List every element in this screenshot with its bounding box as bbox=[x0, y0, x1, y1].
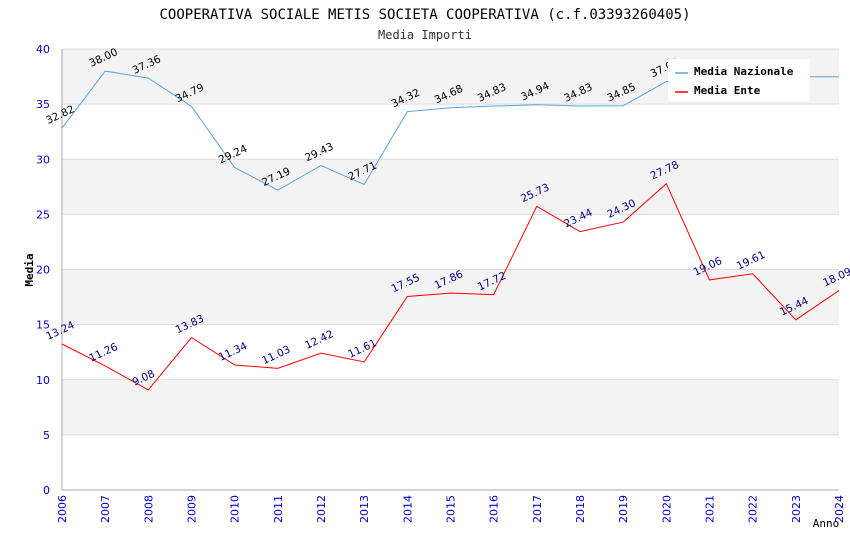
series-lines bbox=[61, 70, 840, 391]
y-tick-25: 25 bbox=[36, 208, 50, 221]
y-tick-15: 15 bbox=[36, 319, 50, 332]
x-tick-2012: 2012 bbox=[315, 495, 328, 523]
y-tick-10: 10 bbox=[36, 374, 50, 387]
y-tick-labels: 0 5 10 15 20 25 30 35 40 bbox=[36, 43, 50, 497]
y-axis-label: Media bbox=[23, 253, 36, 286]
band-25 bbox=[62, 159, 839, 215]
x-tick-2017: 2017 bbox=[531, 495, 544, 523]
x-tick-2015: 2015 bbox=[445, 495, 458, 523]
gridlines bbox=[62, 48, 839, 491]
data-label-media-ente-2022: 19.61 bbox=[735, 249, 767, 273]
x-tick-2018: 2018 bbox=[574, 495, 587, 523]
y-tick-5: 5 bbox=[43, 429, 50, 442]
chart-subtitle: Media Importi bbox=[378, 28, 472, 42]
data-label-media-ente-2013: 11.61 bbox=[346, 337, 378, 361]
legend-box bbox=[668, 59, 810, 101]
x-axis-label: Anno bbox=[813, 517, 840, 530]
y-tick-35: 35 bbox=[36, 98, 50, 111]
x-tick-2013: 2013 bbox=[358, 495, 371, 523]
x-tick-2011: 2011 bbox=[272, 495, 285, 523]
x-tick-2016: 2016 bbox=[488, 495, 501, 523]
x-tick-2023: 2023 bbox=[790, 495, 803, 523]
x-tick-2021: 2021 bbox=[704, 495, 717, 523]
x-tick-2024: 2024 bbox=[833, 495, 846, 523]
background-bands bbox=[62, 49, 839, 435]
axes bbox=[61, 49, 839, 491]
data-label-media-ente-2012: 12.42 bbox=[303, 328, 335, 352]
x-tick-2020: 2020 bbox=[660, 495, 673, 523]
legend: Media Nazionale Media Ente bbox=[668, 59, 810, 101]
x-tick-2008: 2008 bbox=[142, 495, 155, 523]
series-line-media-ente bbox=[61, 182, 840, 391]
legend-label-media-ente: Media Ente bbox=[694, 84, 761, 97]
band-5 bbox=[62, 379, 839, 435]
data-label-media-ente-2010: 11.34 bbox=[217, 340, 250, 364]
x-tick-labels: 2006 2007 2008 2009 2010 2011 2012 2013 2014 2015… bbox=[56, 495, 846, 523]
y-tick-0: 0 bbox=[43, 484, 50, 497]
data-label-media-ente-2011: 11.03 bbox=[260, 344, 292, 368]
x-tick-2019: 2019 bbox=[617, 495, 630, 523]
x-tick-2007: 2007 bbox=[99, 495, 112, 523]
x-tick-2014: 2014 bbox=[401, 495, 414, 523]
y-tick-30: 30 bbox=[36, 153, 50, 166]
y-tick-20: 20 bbox=[36, 264, 50, 277]
y-tick-40: 40 bbox=[36, 43, 50, 56]
x-tick-2006: 2006 bbox=[56, 495, 69, 523]
x-tick-2009: 2009 bbox=[186, 495, 199, 523]
data-label-media-ente-2007: 11.26 bbox=[87, 341, 120, 365]
x-tick-2010: 2010 bbox=[229, 495, 242, 523]
x-tick-2022: 2022 bbox=[747, 495, 760, 523]
chart-title: COOPERATIVA SOCIALE METIS SOCIETA COOPER… bbox=[159, 7, 690, 23]
legend-label-media-nazionale: Media Nazionale bbox=[694, 65, 794, 78]
